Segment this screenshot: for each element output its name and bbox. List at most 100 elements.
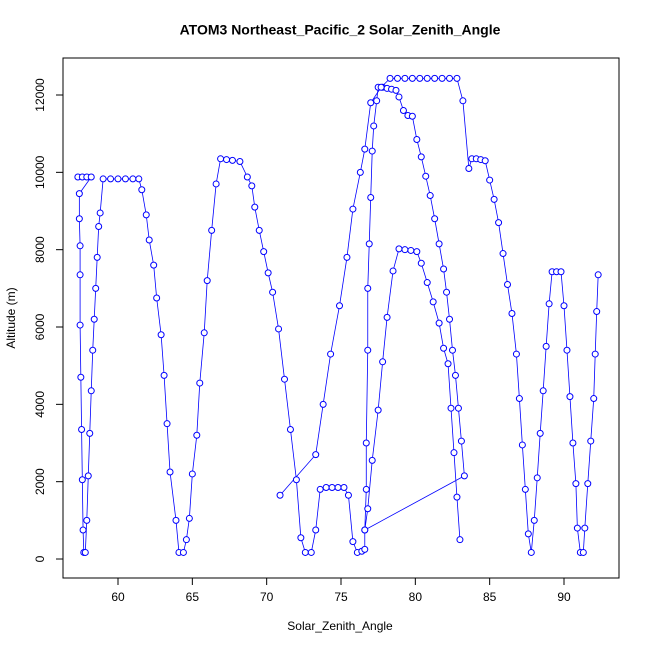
data-point xyxy=(431,74,439,82)
data-point xyxy=(451,371,459,379)
data-point xyxy=(457,437,465,445)
data-point xyxy=(573,524,581,532)
data-point xyxy=(393,74,401,82)
data-point xyxy=(454,404,462,412)
data-point xyxy=(322,483,330,491)
data-point xyxy=(179,548,187,556)
data-point xyxy=(569,439,577,447)
data-point xyxy=(423,279,431,287)
data-point xyxy=(447,404,455,412)
data-point xyxy=(572,480,580,488)
data-point xyxy=(114,175,122,183)
data-point xyxy=(87,387,95,395)
data-point xyxy=(276,491,284,499)
data-point xyxy=(316,485,324,493)
data-point xyxy=(389,267,397,275)
x-tick-label: 60 xyxy=(111,590,125,604)
data-point xyxy=(185,514,193,522)
data-point xyxy=(307,548,315,556)
data-point xyxy=(92,284,100,292)
data-point xyxy=(539,387,547,395)
data-point xyxy=(594,271,602,279)
y-tick-label: 6000 xyxy=(33,313,47,340)
data-point xyxy=(145,236,153,244)
data-point xyxy=(75,215,83,223)
data-point xyxy=(160,371,168,379)
data-point xyxy=(490,195,498,203)
data-point xyxy=(557,268,565,276)
data-point xyxy=(377,83,385,91)
data-point xyxy=(591,350,599,358)
data-point xyxy=(135,175,143,183)
x-tick-label: 90 xyxy=(557,590,571,604)
data-point xyxy=(361,145,369,153)
data-point xyxy=(413,248,421,256)
data-point xyxy=(349,538,357,546)
data-point xyxy=(416,74,424,82)
data-point xyxy=(255,226,263,234)
data-point xyxy=(172,516,180,524)
data-point xyxy=(533,474,541,482)
data-point xyxy=(590,395,598,403)
data-point xyxy=(77,373,85,381)
data-point xyxy=(367,99,375,107)
data-point xyxy=(368,147,376,155)
data-point xyxy=(459,97,467,105)
data-point xyxy=(422,172,430,180)
data-point xyxy=(374,406,382,414)
data-point xyxy=(370,122,378,130)
data-point xyxy=(83,516,91,524)
data-point xyxy=(153,294,161,302)
data-point xyxy=(367,193,375,201)
data-point xyxy=(166,468,174,476)
data-point xyxy=(223,156,231,164)
data-point xyxy=(530,516,538,524)
data-point xyxy=(440,344,448,352)
data-point xyxy=(446,74,454,82)
data-point xyxy=(515,395,523,403)
data-point xyxy=(292,476,300,484)
x-tick-label: 70 xyxy=(260,590,274,604)
data-point xyxy=(248,182,256,190)
data-point xyxy=(81,548,89,556)
data-point xyxy=(392,86,400,94)
x-tick-label: 75 xyxy=(334,590,348,604)
x-tick-label: 85 xyxy=(483,590,497,604)
data-point xyxy=(281,375,289,383)
data-point xyxy=(340,483,348,491)
data-point xyxy=(581,524,589,532)
data-point xyxy=(96,209,104,217)
data-point xyxy=(301,548,309,556)
data-point xyxy=(203,277,211,285)
data-point xyxy=(512,350,520,358)
data-point xyxy=(440,265,448,273)
data-point xyxy=(142,211,150,219)
data-point xyxy=(251,203,259,211)
data-point xyxy=(163,420,171,428)
data-point xyxy=(499,250,507,258)
data-point xyxy=(78,476,86,484)
data-point xyxy=(435,319,443,327)
data-point xyxy=(395,93,403,101)
data-point xyxy=(362,485,370,493)
data-point xyxy=(521,485,529,493)
data-point xyxy=(563,346,571,354)
data-point xyxy=(453,493,461,501)
y-tick-label: 2000 xyxy=(33,468,47,495)
data-point xyxy=(593,308,601,316)
y-tick-label: 8000 xyxy=(33,236,47,263)
data-point xyxy=(373,97,381,105)
data-point xyxy=(138,186,146,194)
data-point xyxy=(312,451,320,459)
data-point xyxy=(536,429,544,437)
data-point xyxy=(99,175,107,183)
data-point xyxy=(107,175,115,183)
data-point xyxy=(349,205,357,213)
data-point xyxy=(212,180,220,188)
data-point xyxy=(560,302,568,310)
data-point xyxy=(90,315,98,323)
data-point xyxy=(319,400,327,408)
data-point xyxy=(286,425,294,433)
